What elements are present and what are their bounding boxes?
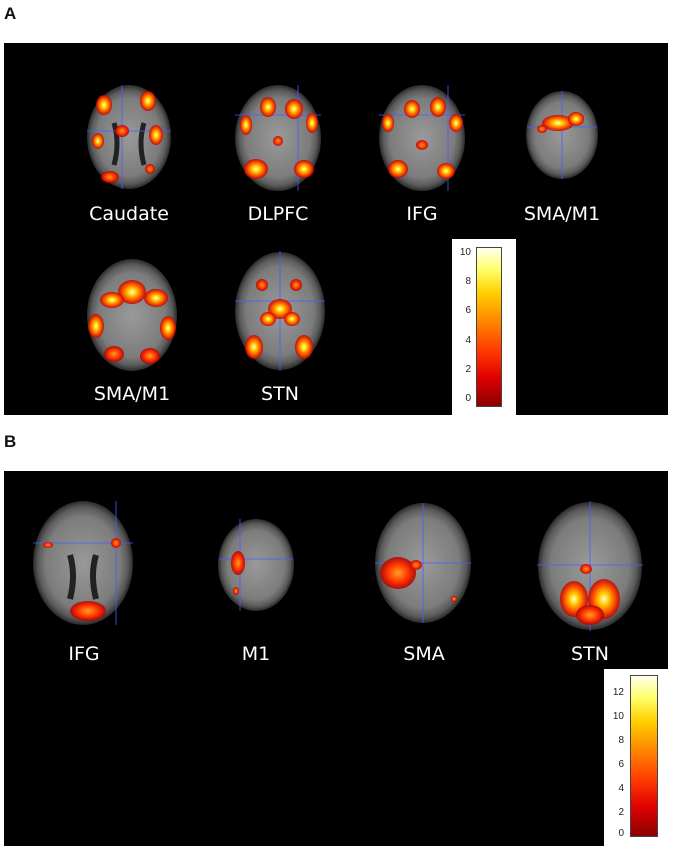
panel-a: Caudate DLPFC IFG SMA/M1 [4, 43, 668, 415]
colorbar-b-gradient [630, 675, 658, 837]
panel-b: IFG M1 SMA STN 12 10 8 6 4 2 0 [4, 471, 668, 846]
colorbar-a-tick: 8 [465, 276, 471, 287]
colorbar-b-tick: 10 [612, 711, 624, 722]
brain-label-m1: M1 [241, 643, 271, 665]
brain-label-dlpfc: DLPFC [247, 203, 309, 225]
brain-label-sma-m1-1: SMA/M1 [523, 203, 601, 225]
colorbar-b-tick: 4 [618, 783, 624, 794]
colorbar-a-tick: 0 [465, 393, 471, 404]
brain-label-sma: SMA [403, 643, 445, 665]
brain-label-stn-b: STN [571, 643, 609, 665]
colorbar-b-tick: 8 [618, 735, 624, 746]
brain-slice-ifg-b [33, 501, 133, 625]
panel-b-label: B [4, 432, 17, 451]
colorbar-a: 10 8 6 4 2 0 [452, 239, 516, 415]
colorbar-b-tick: 6 [618, 759, 624, 770]
colorbar-b-tick: 2 [618, 807, 624, 818]
brain-label-ifg: IFG [406, 203, 438, 225]
brain-slice-dlpfc [235, 85, 321, 191]
brain-label-stn: STN [261, 383, 299, 405]
brain-label-ifg-b: IFG [68, 643, 100, 665]
colorbar-b: 12 10 8 6 4 2 0 [604, 669, 668, 846]
brain-slice-ifg [379, 85, 465, 191]
brain-slice-sma [375, 503, 471, 623]
colorbar-a-tick: 4 [465, 335, 471, 346]
colorbar-a-tick: 10 [459, 247, 471, 258]
brain-slice-sma-m1-1 [526, 91, 598, 179]
colorbar-a-gradient [476, 247, 502, 407]
brain-slice-stn-b [537, 501, 643, 631]
brain-slice-m1 [218, 519, 294, 611]
brain-slice-sma-m1-2 [87, 259, 177, 371]
brain-slice-caudate [87, 85, 171, 189]
colorbar-b-tick: 12 [612, 687, 624, 698]
colorbar-a-tick: 2 [465, 364, 471, 375]
brain-label-caudate: Caudate [89, 203, 169, 225]
colorbar-a-tick: 6 [465, 305, 471, 316]
brain-slice-stn [235, 251, 325, 371]
panel-a-label: A [4, 4, 17, 23]
brain-label-sma-m1-2: SMA/M1 [93, 383, 171, 405]
colorbar-b-tick: 0 [618, 828, 624, 839]
